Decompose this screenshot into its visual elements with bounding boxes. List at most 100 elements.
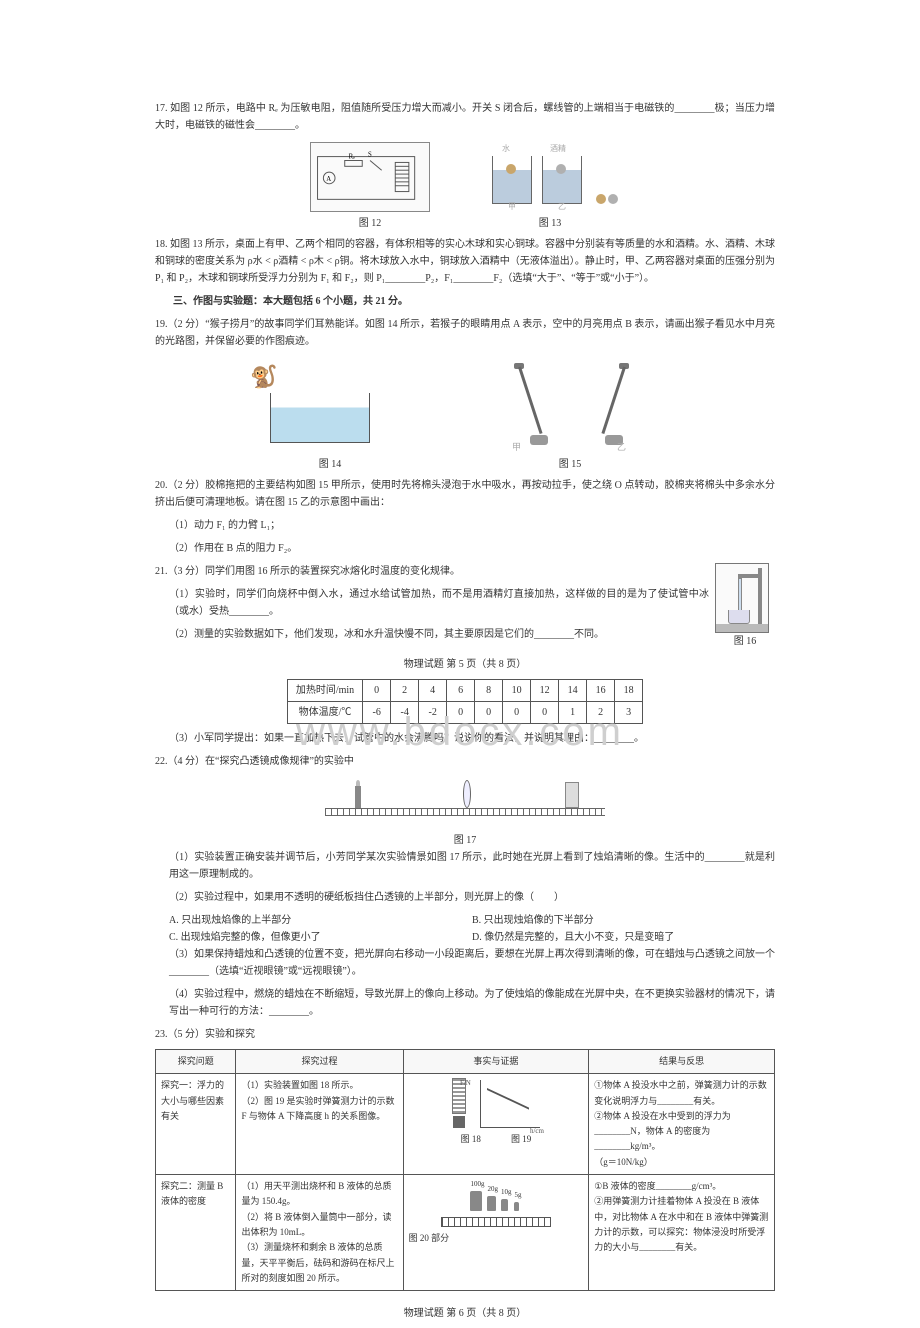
q21-s1: （1）实验时，同学们向烧杯中倒入水，通过水给试管加热，而不是用酒精灯直接加热，这… (155, 586, 775, 620)
table21: 加热时间/min 0 2 4 6 8 10 12 14 16 18 物体温度/℃… (287, 679, 643, 724)
mop-head (530, 435, 548, 445)
fig-row-12-13: A Rₑ S 图 12 水 酒精 (155, 142, 775, 232)
q20-s1: （1）动力 F₁ 的力臂 L₁； (155, 517, 775, 534)
q23-table: 探究问题 探究过程 事实与证据 结果与反思 探究一：浮力的大小与哪些因素有关 （… (155, 1049, 775, 1291)
cell: 0 (363, 680, 391, 702)
exam-page: 17. 如图 12 所示，电路中 Rₑ 为压敏电阻，阻值随所受压力增大而减小。开… (155, 100, 775, 1328)
cell: 1 (559, 702, 587, 724)
fig14: 🐒 (250, 358, 410, 453)
fig15-box: 甲 乙 图 15 (460, 358, 680, 473)
fig13-right-label: 乙 (558, 200, 566, 214)
cell: 0 (531, 702, 559, 724)
monkey-icon: 🐒 (250, 358, 277, 395)
fig16 (715, 563, 769, 633)
cell: 2 (391, 680, 419, 702)
wood-ball-icon (596, 194, 606, 204)
section3-title: 三、作图与实验题：本大题包括 6 个小题，共 21 分。 (155, 293, 775, 310)
fig12-box: A Rₑ S 图 12 (310, 142, 430, 232)
q21-s3: （3）小军同学提出：如果一直加热下去，试管中的水会沸腾吗？说说你的看法，并说明其… (155, 730, 775, 747)
fig16-caption: 图 16 (715, 633, 775, 650)
q23-h2: 探究过程 (236, 1050, 403, 1074)
q22-s4: （4）实验过程中，燃烧的蜡烛在不断缩短，导致光屏上的像向上移动。为了使烛焰的像能… (155, 986, 775, 1020)
fig12: A Rₑ S (310, 142, 430, 212)
cell: -4 (391, 702, 419, 724)
test-tube (738, 578, 742, 614)
pager-5: 物理试题 第 5 页（共 8 页） (155, 656, 775, 673)
mop-left: 甲 (470, 363, 565, 453)
q22-optB: B. 只出现烛焰像的下半部分 (472, 912, 775, 929)
row1-label: 加热时间/min (287, 680, 362, 702)
row2-label: 物体温度/℃ (287, 702, 362, 724)
fig15-right-label: 乙 (617, 440, 626, 455)
mop-stick (518, 367, 542, 435)
cell: 0 (503, 702, 531, 724)
fig13-box: 水 酒精 甲 乙 图 13 (480, 142, 620, 232)
fig13-alcohol-label: 酒精 (550, 142, 566, 156)
q23-r2c2: （1）用天平测出烧杯和 B 液体的总质量为 150.4g。 （2）将 B 液体倒… (236, 1175, 403, 1291)
q22-s3: （3）如果保持蜡烛和凸透镜的位置不变，把光屏向右移动一小段距离后，要想在光屏上再… (155, 946, 775, 980)
fig16-box: 图 16 (715, 563, 775, 650)
svg-text:Rₑ: Rₑ (349, 154, 356, 161)
q22-optD: D. 像仍然是完整的，且大小不变，只是变暗了 (472, 929, 775, 946)
weights-icon: 100g 20g 10g 5g (409, 1179, 584, 1211)
cell: 8 (475, 680, 503, 702)
table-row: 物体温度/℃ -6 -4 -2 0 0 0 0 1 2 3 (287, 702, 642, 724)
q23-h3: 事实与证据 (403, 1050, 589, 1074)
fig17-caption: 图 17 (155, 832, 775, 849)
fig13-side-balls (596, 194, 618, 204)
stand-rod (758, 568, 762, 624)
q21-s2: （2）测量的实验数据如下，他们发现，冰和水升温快慢不同，其主要原因是它们的___… (155, 626, 775, 643)
w-label-20: 20g (487, 1184, 498, 1196)
cell: 10 (503, 680, 531, 702)
fig15-caption: 图 15 (559, 456, 582, 473)
cell: 16 (587, 680, 615, 702)
q18-text: 18. 如图 13 所示，桌面上有甲、乙两个相同的容器，有体积相等的实心木球和实… (155, 236, 775, 287)
q23-r1c1: 探究一：浮力的大小与哪些因素有关 (156, 1074, 236, 1175)
fig18-caption: 图 18 (461, 1132, 481, 1147)
w-label-5: 5g (514, 1190, 521, 1202)
table-row: 探究二：测量 B 液体的密度 （1）用天平测出烧杯和 B 液体的总质量为 150… (156, 1175, 775, 1291)
cell: 0 (475, 702, 503, 724)
weight-20g (487, 1196, 496, 1211)
fig14-box: 🐒 图 14 (250, 358, 410, 473)
cell: -2 (419, 702, 447, 724)
mop-stick-r (601, 367, 625, 435)
q23-h1: 探究问题 (156, 1050, 236, 1074)
w-label-100: 100g (470, 1179, 484, 1191)
cell: 6 (447, 680, 475, 702)
q23-r1c4: ①物体 A 投没水中之前，弹簧测力计的示数变化说明浮力与________有关。 … (589, 1074, 775, 1175)
fig17 (325, 776, 605, 826)
q22-optC: C. 出现烛焰完整的像，但像更小了 (169, 929, 472, 946)
cell: 18 (615, 680, 643, 702)
table-row: 加热时间/min 0 2 4 6 8 10 12 14 16 18 (287, 680, 642, 702)
candle-icon (355, 786, 361, 808)
q23-lead: 23.（5 分）实验和探究 (155, 1026, 775, 1043)
fig15: 甲 乙 (460, 358, 680, 453)
q20-lead: 20.（2 分）胶棉拖把的主要结构如图 15 甲所示，使用时先将棉头浸泡于水中吸… (155, 477, 775, 511)
q17-text: 17. 如图 12 所示，电路中 Rₑ 为压敏电阻，阻值随所受压力增大而减小。开… (155, 100, 775, 134)
q22-s2: （2）实验过程中，如果用不透明的硬纸板挡住凸透镜的上半部分，则光屏上的像（ ） (155, 889, 775, 906)
cell: 2 (587, 702, 615, 724)
fig13-caption: 图 13 (539, 215, 562, 232)
pager-6: 物理试题 第 6 页（共 8 页） (155, 1305, 775, 1322)
q23-r2c1: 探究二：测量 B 液体的密度 (156, 1175, 236, 1291)
weight-100g (470, 1191, 482, 1211)
fh-graph (480, 1080, 540, 1128)
graph-ylabel: F/N (460, 1078, 471, 1090)
q23-r2c3: 100g 20g 10g 5g (403, 1175, 589, 1291)
screen-icon (565, 782, 579, 808)
cell: 4 (419, 680, 447, 702)
fig15-left-label: 甲 (512, 440, 521, 455)
fig13-water-label: 水 (502, 142, 510, 156)
optical-rail (325, 808, 605, 816)
q19-text: 19.（2 分）“猴子捞月”的故事同学们耳熟能详。如图 14 所示，若猴子的眼睛… (155, 316, 775, 350)
cell: -6 (363, 702, 391, 724)
fig12-caption: 图 12 (359, 215, 382, 232)
q22-s1: （1）实验装置正确安装并调节后，小芳同学某次实验情景如图 17 所示，此时她在光… (155, 849, 775, 883)
fig13-metal-ball (556, 164, 566, 174)
w-label-10: 10g (501, 1187, 512, 1199)
fig14-caption: 图 14 (319, 456, 342, 473)
q22-optA: A. 只出现烛焰像的上半部分 (169, 912, 472, 929)
mop-right: 乙 (575, 363, 670, 453)
table-row: 探究一：浮力的大小与哪些因素有关 （1）实验装置如图 18 所示。 （2）图 1… (156, 1074, 775, 1175)
